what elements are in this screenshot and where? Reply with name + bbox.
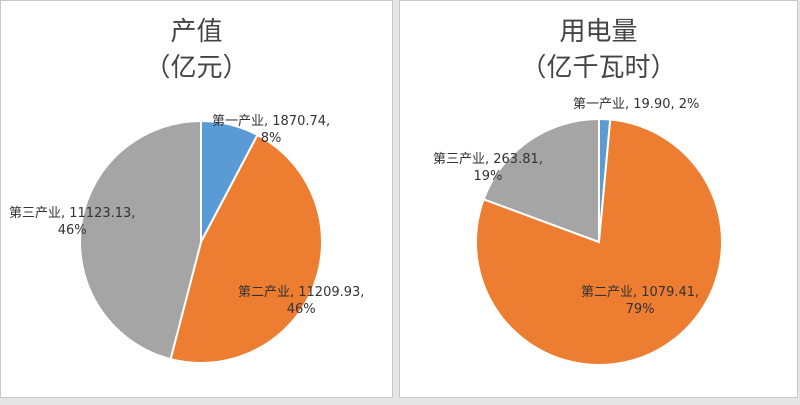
data-label-primary: 第一产业, 19.90, 2% [573, 97, 700, 112]
data-label-primary: 第一产业, 1870.74, 8% [212, 114, 331, 146]
chart-subtitle: （亿千瓦时） [520, 53, 677, 83]
chart-title: 用电量 [559, 17, 638, 47]
slice-tertiary [79, 119, 202, 361]
chart-subtitle: （亿元） [144, 53, 249, 83]
chart-title: 产值 [170, 17, 223, 47]
data-label-secondary: 第二产业, 11209.93, 46% [238, 285, 365, 317]
pie-chart-output-value: 产值 （亿元） 第一产业, 1870.74, 8% 第二产业, 11209.93,… [0, 0, 393, 398]
pie-svg [475, 117, 723, 366]
data-label-secondary: 第二产业, 1079.41, 79% [581, 285, 700, 317]
data-label-tertiary: 第三产业, 11123.13, 46% [9, 206, 136, 238]
pie-svg [79, 119, 323, 364]
slice-tertiary [482, 117, 600, 244]
slice-secondary [169, 133, 323, 364]
data-label-tertiary: 第三产业, 263.81, 19% [433, 152, 543, 184]
pie-chart-electricity: 用电量 （亿千瓦时） 第一产业, 19.90, 2% 第二产业, 1079.41… [399, 0, 798, 398]
